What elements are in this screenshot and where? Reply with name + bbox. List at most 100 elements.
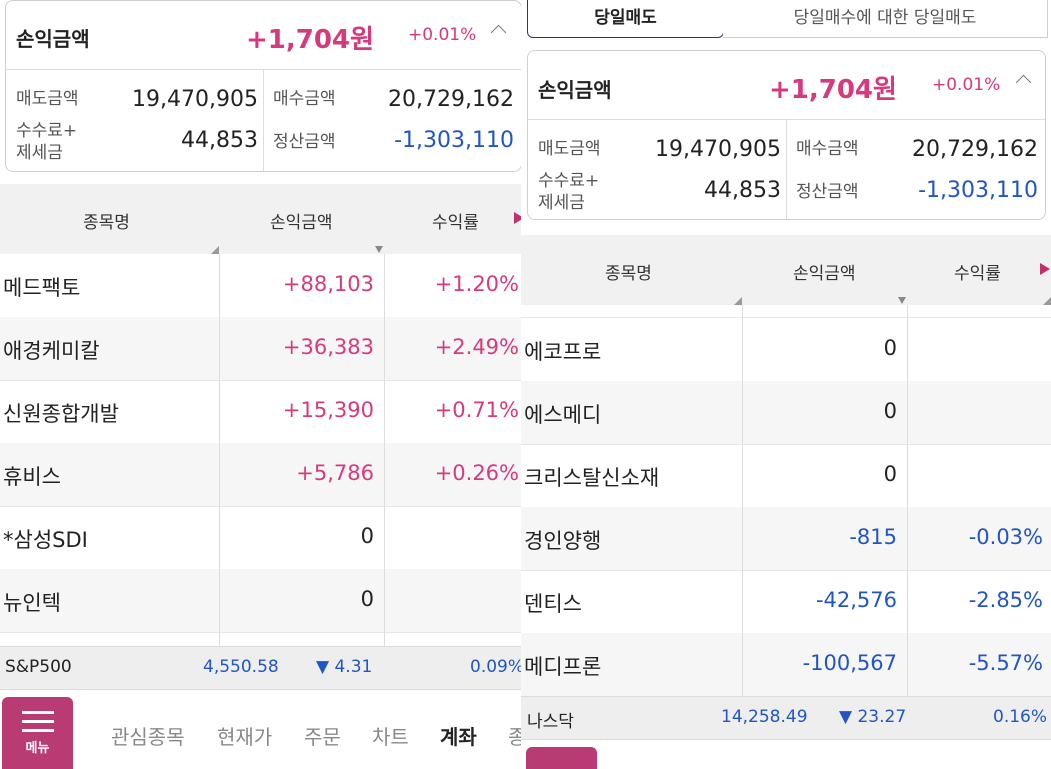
resize-corner-icon (734, 297, 742, 305)
sort-down-icon[interactable] (898, 297, 906, 304)
settlement-label: 정산금액 (796, 182, 859, 202)
index-ticker-bar[interactable]: S&P500 4,550.58 ▼ 4.31 0.09% (0, 646, 521, 690)
column-divider (907, 305, 908, 696)
index-value: 14,258.49 (721, 707, 808, 727)
fee-tax-label-line1: 수수료+ (538, 171, 600, 191)
sell-amount-value: 19,470,905 (655, 137, 781, 162)
menu-button[interactable]: 메뉴 (2, 697, 73, 769)
table-row[interactable]: 에스메디 0 (521, 381, 1051, 445)
hamburger-icon-line (22, 729, 54, 732)
fee-tax-value: 44,853 (704, 178, 781, 203)
profit-summary-card: 손익금액 +1,704원 +0.01% 매도금액 19,470,905 매수금액… (527, 50, 1046, 220)
profit-value: 0 (883, 462, 897, 486)
buy-amount-value: 20,729,162 (388, 87, 514, 112)
tab-today-buy-sell[interactable]: 당일매수에 대한 당일매도 (723, 0, 1048, 38)
profit-percent: +0.01% (932, 75, 1001, 95)
stock-name: 뉴인텍 (3, 591, 61, 615)
sort-down-icon[interactable] (375, 246, 383, 253)
nav-more[interactable]: 종 (508, 725, 521, 749)
profit-summary-card: 손익금액 +1,704원 +0.01% 매도금액 19,470,905 매수금액… (5, 0, 521, 172)
buy-amount-label: 매수금액 (796, 139, 859, 159)
fee-tax-label-line2: 제세금 (16, 143, 63, 163)
profit-value: -42,576 (815, 588, 897, 612)
stock-name: *삼성SDI (3, 528, 88, 552)
table-row[interactable]: 에코프로 0 (521, 318, 1051, 382)
return-rate: +1.20% (434, 272, 519, 296)
table-row[interactable]: 덴티스 -42,576 -2.85% (521, 570, 1051, 634)
summary-header[interactable]: 손익금액 +1,704원 +0.01% (6, 1, 521, 70)
chevron-up-icon[interactable] (490, 24, 507, 41)
nav-chart[interactable]: 차트 (372, 725, 409, 749)
stock-name: 에스메디 (524, 403, 602, 427)
nav-account[interactable]: 계좌 (440, 725, 477, 749)
col-header-profit[interactable]: 손익금액 (793, 264, 856, 284)
table-row[interactable]: 휴비스 +5,786 +0.26% (0, 443, 521, 507)
index-change-percent: 0.09% (470, 657, 521, 677)
left-panel: 손익금액 +1,704원 +0.01% 매도금액 19,470,905 매수금액… (0, 0, 521, 769)
index-name: S&P500 (5, 657, 72, 677)
summary-header[interactable]: 손익금액 +1,704원 +0.01% (528, 51, 1045, 120)
fee-tax-label-line1: 수수료+ (16, 121, 78, 141)
col-header-rate[interactable]: 수익률 (954, 264, 1001, 284)
table-header: 종목명 손익금액 수익률 (0, 184, 521, 254)
index-name: 나스닥 (527, 712, 574, 732)
profit-value: 0 (883, 336, 897, 360)
profit-value: +36,383 (282, 335, 374, 359)
nav-current-price[interactable]: 현재가 (217, 725, 273, 749)
settlement-value: -1,303,110 (918, 178, 1038, 203)
table-row-partial (0, 632, 521, 647)
tab-label: 당일매도 (594, 8, 657, 28)
table-row[interactable]: 뉴인텍 0 (0, 569, 521, 633)
chevron-up-icon[interactable] (1015, 74, 1032, 91)
stock-name: 크리스탈신소재 (524, 466, 660, 490)
table-row[interactable]: *삼성SDI 0 (0, 506, 521, 570)
profit-value: 0 (360, 587, 374, 611)
profit-value: +15,390 (282, 398, 374, 422)
menu-button[interactable] (526, 747, 597, 769)
nav-watchlist[interactable]: 관심종목 (111, 725, 185, 749)
summary-title: 손익금액 (16, 27, 90, 51)
scroll-right-arrow-icon[interactable] (1040, 263, 1050, 275)
table-row[interactable]: 메디프론 -100,567 -5.57% (521, 633, 1051, 697)
table-row-partial (521, 305, 1051, 318)
table-row[interactable]: 경인양행 -815 -0.03% (521, 507, 1051, 571)
table-row[interactable]: 크리스탈신소재 0 (521, 444, 1051, 508)
hamburger-icon (22, 711, 54, 714)
col-header-name[interactable]: 종목명 (83, 213, 130, 233)
tab-today-sell[interactable]: 당일매도 (527, 0, 724, 38)
column-divider (742, 305, 743, 696)
table-row[interactable]: 애경케미칼 +36,383 +2.49% (0, 317, 521, 381)
buy-amount-value: 20,729,162 (912, 137, 1038, 162)
profit-value: +88,103 (282, 272, 374, 296)
table-row[interactable]: 신원종합개발 +15,390 +0.71% (0, 380, 521, 444)
stock-name: 메디프론 (524, 655, 602, 679)
col-header-rate[interactable]: 수익률 (432, 213, 479, 233)
sell-amount-label: 매도금액 (538, 139, 601, 159)
col-header-profit[interactable]: 손익금액 (270, 213, 333, 233)
return-rate: +2.49% (434, 335, 519, 359)
profit-value: 0 (360, 524, 374, 548)
nav-order[interactable]: 주문 (304, 725, 341, 749)
stock-name: 애경케미칼 (3, 339, 100, 363)
right-panel: 당일매도 당일매수에 대한 당일매도 손익금액 +1,704원 +0.01% 매… (521, 0, 1051, 769)
col-header-name[interactable]: 종목명 (605, 264, 652, 284)
fee-tax-label-line2: 제세금 (538, 193, 585, 213)
profit-value: 0 (883, 399, 897, 423)
profit-value: +5,786 (296, 461, 374, 485)
summary-title: 손익금액 (538, 78, 612, 102)
table-row[interactable]: 메드팩토 +88,103 +1.20% (0, 254, 521, 318)
stock-name: 에코프로 (524, 340, 602, 364)
column-divider (219, 254, 220, 646)
index-ticker-bar[interactable]: 나스닥 14,258.49 ▼ 23.27 0.16% (521, 696, 1051, 740)
sell-amount-label: 매도금액 (16, 89, 79, 109)
summary-divider (263, 70, 264, 171)
scroll-right-arrow-icon[interactable] (514, 212, 521, 224)
index-change: ▼ 23.27 (839, 707, 907, 727)
menu-label: 메뉴 (25, 741, 50, 756)
stock-name: 신원종합개발 (3, 402, 119, 426)
resize-corner-icon (1043, 297, 1051, 305)
settlement-label: 정산금액 (273, 132, 336, 152)
summary-divider (786, 120, 787, 219)
hamburger-icon-line (22, 720, 54, 723)
return-rate: -0.03% (968, 525, 1043, 549)
